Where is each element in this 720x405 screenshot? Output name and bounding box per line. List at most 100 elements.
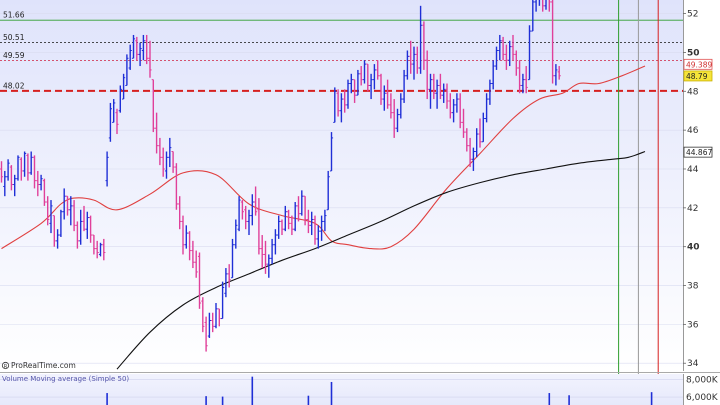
ohlc-bar bbox=[75, 221, 79, 249]
ohlc-bar bbox=[501, 36, 505, 61]
ohlc-bar bbox=[442, 83, 446, 103]
ohlc-bar bbox=[257, 198, 261, 255]
ohlc-bar bbox=[399, 93, 403, 119]
ohlc-bars bbox=[0, 0, 561, 352]
ohlc-bar bbox=[122, 73, 126, 100]
ohlc-bar bbox=[498, 34, 502, 61]
ohlc-bar bbox=[455, 93, 459, 113]
ohlc-bar bbox=[316, 225, 320, 249]
ohlc-bar bbox=[277, 215, 281, 239]
ohlc-bar bbox=[260, 235, 264, 269]
svg-text:R: R bbox=[4, 364, 8, 370]
ohlc-bar bbox=[326, 170, 330, 211]
y-tick-label: 44 bbox=[687, 165, 699, 175]
ohlc-bar bbox=[452, 99, 456, 123]
ohlc-bar bbox=[313, 215, 317, 245]
ohlc-bar bbox=[471, 147, 475, 171]
ohlc-bar bbox=[52, 215, 56, 247]
ohlc-bar bbox=[372, 64, 376, 90]
ohlc-bar bbox=[415, 46, 419, 74]
ohlc-bar bbox=[32, 155, 37, 189]
level-label: 51.66 bbox=[3, 11, 25, 20]
ohlc-bar bbox=[36, 170, 40, 197]
ohlc-bar bbox=[475, 128, 479, 158]
ohlc-bar bbox=[432, 73, 436, 100]
ohlc-bar bbox=[320, 215, 324, 241]
level-label: 50.51 bbox=[3, 33, 25, 42]
ohlc-bar bbox=[296, 196, 301, 222]
ohlc-bar bbox=[402, 69, 406, 103]
ohlc-bar bbox=[538, 0, 541, 6]
ohlc-bar bbox=[392, 99, 396, 138]
ohlc-bar bbox=[336, 89, 340, 117]
ohlc-bar bbox=[306, 209, 310, 234]
ohlc-bar bbox=[201, 297, 205, 333]
y-tick-label: 42 bbox=[687, 204, 698, 214]
ohlc-bar bbox=[534, 0, 537, 12]
ohlc-bar bbox=[405, 50, 409, 80]
ohlc-bar bbox=[102, 238, 106, 261]
ohlc-bar bbox=[221, 281, 225, 320]
price-badge bbox=[683, 58, 713, 70]
ohlc-bar bbox=[82, 205, 86, 232]
ohlc-bar bbox=[95, 240, 99, 259]
ohlc-bar bbox=[148, 40, 152, 78]
y-tick-label: 48 bbox=[687, 87, 699, 97]
ohlc-bar bbox=[108, 102, 112, 142]
ohlc-bar bbox=[287, 209, 291, 230]
ohlc-bar bbox=[329, 132, 334, 172]
ohlc-bar bbox=[3, 170, 7, 197]
source-credit: ProRealTime.com bbox=[11, 361, 76, 370]
moving-averages bbox=[1, 65, 646, 370]
ohlc-bar bbox=[494, 46, 499, 70]
ohlc-bar bbox=[141, 34, 145, 61]
ohlc-bar bbox=[69, 196, 73, 226]
ohlc-bar bbox=[250, 194, 254, 226]
ohlc-bar bbox=[491, 60, 495, 90]
ohlc-bar bbox=[244, 205, 248, 230]
ohlc-bar bbox=[485, 93, 489, 123]
ohlc-bar bbox=[217, 308, 221, 327]
y-tick-label: 52 bbox=[687, 10, 698, 20]
ohlc-bar bbox=[39, 174, 43, 191]
ohlc-bar bbox=[409, 40, 413, 74]
ohlc-bar bbox=[280, 219, 284, 236]
ohlc-bar bbox=[168, 137, 172, 168]
ohlc-bar bbox=[376, 60, 380, 80]
ohlc-bar bbox=[518, 60, 522, 94]
ohlc-bar bbox=[240, 200, 244, 220]
volume-tick-label: 8,000K bbox=[686, 375, 719, 385]
ohlc-bar bbox=[247, 209, 251, 236]
ohlc-bar bbox=[207, 312, 211, 338]
volume-tick-label: 6,000K bbox=[686, 393, 719, 403]
ohlc-bar bbox=[135, 36, 139, 61]
ohlc-bar bbox=[343, 89, 347, 113]
ohlc-bar bbox=[356, 69, 360, 96]
ohlc-bar bbox=[382, 85, 386, 111]
ohlc-bar bbox=[214, 303, 218, 329]
ohlc-bar bbox=[112, 99, 116, 123]
ohlc-bar bbox=[181, 215, 185, 255]
ohlc-bar bbox=[283, 205, 287, 232]
ohlc-bar bbox=[161, 147, 165, 177]
ohlc-bar bbox=[349, 73, 353, 94]
ohlc-bar bbox=[524, 66, 528, 94]
ohlc-bar bbox=[514, 50, 518, 76]
ohlc-bar bbox=[290, 215, 294, 236]
price-badge-label: 48.79 bbox=[686, 72, 708, 81]
ohlc-bar bbox=[9, 165, 13, 191]
ohlc-bar bbox=[151, 79, 155, 133]
ohlc-bar bbox=[59, 209, 63, 237]
ohlc-bar bbox=[362, 60, 367, 84]
ohlc-bar bbox=[448, 93, 452, 119]
ohlc-bar bbox=[548, 0, 551, 12]
y-tick-label: 36 bbox=[687, 320, 699, 330]
horizontal-levels bbox=[0, 19, 683, 92]
ohlc-bar bbox=[303, 195, 307, 226]
ohlc-bar bbox=[26, 153, 30, 181]
volume-panel: 8,000K 6,000K bbox=[0, 374, 719, 405]
ohlc-bar bbox=[138, 42, 142, 67]
ohlc-bar bbox=[145, 34, 149, 65]
moving-average-line bbox=[116, 150, 646, 370]
